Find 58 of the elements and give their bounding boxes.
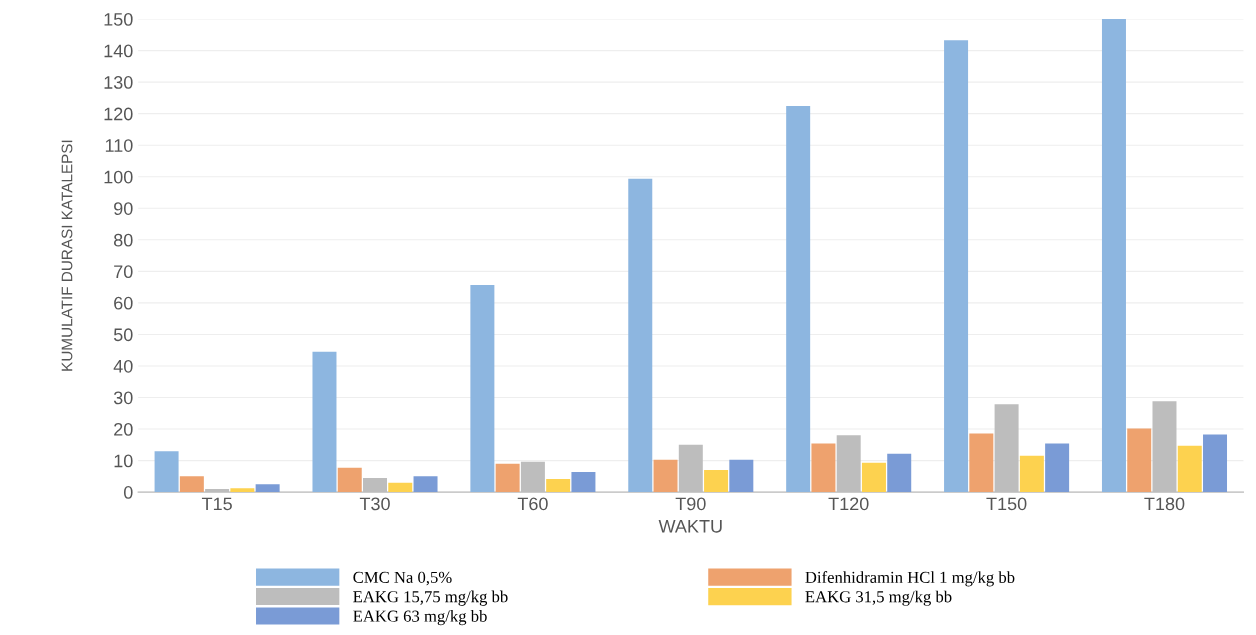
bar [546,478,571,493]
bar [653,459,678,493]
y-tick-label: 50 [113,328,133,342]
y-tick-label: 130 [104,76,133,89]
bar [1127,428,1152,493]
bar [388,482,413,493]
bar [337,467,362,493]
bar [1045,443,1070,493]
legend-label: EAKG 63 mg/kg bb [353,610,487,626]
bar [312,351,337,493]
y-tick-label: 30 [113,391,133,405]
bar [571,471,596,493]
y-tick-label: 0 [123,486,133,499]
bar [470,284,495,493]
y-tick-label: 90 [114,202,133,215]
bar [413,476,438,493]
x-tick-label: T150 [986,497,1027,511]
x-tick-label: T15 [201,497,232,511]
x-tick-label: T120 [828,497,869,511]
bar [729,459,754,493]
y-tick-label: 80 [114,233,133,247]
bar [179,476,204,493]
bar [704,470,729,493]
bar [628,178,653,493]
y-tick-label: 10 [114,454,133,468]
bar [944,40,969,493]
legend-label: EAKG 15,75 mg/kg bb [353,590,508,606]
y-tick-label: 20 [114,422,133,436]
bar [1019,455,1044,493]
bar [495,463,520,493]
bar [1177,445,1202,493]
bar [255,484,280,493]
y-axis-title: KUMULATIF DURASI KATALEPSI [61,140,73,371]
y-tick-label: 70 [114,265,133,279]
x-axis-title: WAKTU [658,520,722,533]
bar [887,453,912,493]
legend-label: CMC Na 0,5% [353,571,452,586]
bar [969,433,994,493]
y-tick-label: 120 [104,107,133,121]
x-tick-label: T90 [675,497,706,511]
bar [1101,19,1126,493]
x-tick-label: T30 [359,497,390,511]
bar [230,488,255,493]
y-tick-label: 60 [114,296,133,310]
y-tick-label: 140 [104,44,133,58]
y-tick-label: 100 [104,170,133,184]
bar [786,106,811,493]
y-tick-label: 150 [104,12,133,26]
legend-label: Difenhidramin HCl 1 mg/kg bb [805,571,1015,587]
legend-label: EAKG 31,5 mg/kg bb [805,590,952,606]
y-tick-label: 110 [105,139,133,152]
bar [154,451,179,493]
x-tick-label: T60 [517,497,548,511]
bar [811,443,836,493]
bar [861,462,886,493]
x-tick-label: T180 [1144,497,1185,511]
bar [1203,434,1228,493]
y-tick-label: 40 [113,359,133,373]
